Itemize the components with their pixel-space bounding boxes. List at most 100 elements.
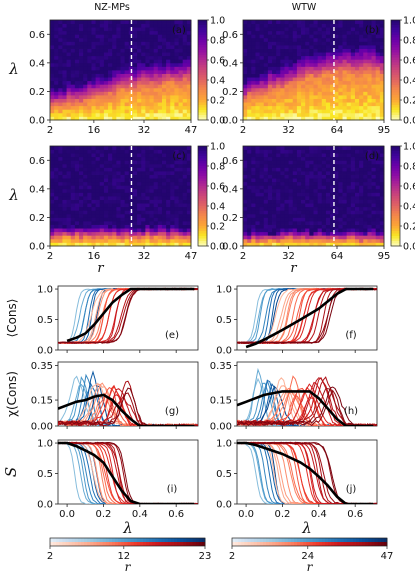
heatmap-cell <box>62 199 67 204</box>
heatmap-cell <box>153 178 159 183</box>
heatmap-cell <box>74 112 80 117</box>
colorbar-step <box>198 82 207 86</box>
heatmap-cell <box>128 206 134 211</box>
heatmap-cell <box>321 80 327 85</box>
heatmap-cell <box>263 112 269 117</box>
heatmap-cell <box>170 73 175 78</box>
heatmap-cell <box>330 242 335 247</box>
heatmap-cell <box>276 228 281 233</box>
heatmap-cell <box>124 23 130 28</box>
heatmap-cell <box>276 105 281 110</box>
heatmap-cell <box>305 146 310 150</box>
heatmap-cell <box>174 73 179 78</box>
heatmap-cell <box>334 45 339 49</box>
colorbar-b <box>390 19 402 121</box>
heatmap-cell <box>112 231 117 236</box>
heatmap-cell <box>247 146 252 150</box>
heatmap-cell <box>166 84 171 89</box>
heatmap-cell <box>263 52 269 57</box>
heatmap-cell <box>91 84 97 89</box>
heatmap-cell <box>296 238 302 243</box>
heatmap-cell <box>74 34 80 39</box>
colorbar-step <box>183 542 187 546</box>
heatmap-cell <box>149 188 155 193</box>
heatmap-cell <box>301 213 306 218</box>
heatmap-cell <box>342 98 348 103</box>
heatmap-cell <box>137 70 142 74</box>
colorbar-step <box>349 538 354 542</box>
heatmap-cell <box>346 196 352 200</box>
heatmap-cell <box>153 55 159 60</box>
heatmap-cell <box>313 242 319 247</box>
heatmap-cell <box>247 231 252 236</box>
heatmap-cell <box>70 55 76 60</box>
heatmap-cell <box>367 185 372 190</box>
colorbar-step <box>112 542 116 546</box>
heatmap-cell <box>354 171 360 175</box>
heatmap-cell <box>267 62 273 67</box>
heatmap-cell <box>62 160 67 165</box>
heatmap-cell <box>267 109 273 114</box>
heatmap-cell <box>50 224 55 229</box>
heatmap-cell <box>108 217 113 222</box>
heatmap-cell <box>363 153 368 158</box>
heatmap-cell <box>243 206 248 211</box>
plot-frame <box>242 145 385 247</box>
heatmap-cell <box>128 52 134 57</box>
heatmap-cell <box>124 221 130 225</box>
heatmap-cell <box>309 87 314 92</box>
heatmap-cell <box>243 181 248 186</box>
heatmap-cell <box>305 30 310 35</box>
heatmap-cell <box>157 112 163 117</box>
heatmap-cell <box>379 87 385 92</box>
heatmap-cell <box>330 153 335 158</box>
heatmap-cell <box>157 149 163 154</box>
heatmap-cell <box>292 34 298 39</box>
heatmap-cell <box>95 59 101 64</box>
heatmap-cell <box>99 91 105 96</box>
heatmap-cell <box>137 217 142 222</box>
heatmap-cell <box>153 84 159 89</box>
heatmap-cell <box>149 87 155 92</box>
heatmap-cell <box>99 109 105 114</box>
heatmap-cell <box>367 231 372 236</box>
heatmap-cell <box>284 73 290 78</box>
heatmap-cell <box>359 77 364 82</box>
heatmap-cell <box>276 66 281 71</box>
heatmap-cell <box>284 153 290 158</box>
heatmap-cell <box>259 199 265 204</box>
heatmap-cell <box>296 224 302 229</box>
heatmap-cell <box>280 153 285 158</box>
heatmap-cell <box>354 27 360 32</box>
x-tick-label: 95 <box>378 125 391 136</box>
heatmap-cell <box>79 146 84 150</box>
heatmap-cell <box>153 45 159 49</box>
heatmap-cell <box>58 181 63 186</box>
heatmap-cell <box>305 70 310 74</box>
heatmap-cell <box>379 171 385 175</box>
heatmap-cell <box>375 210 381 215</box>
heatmap-cell <box>145 80 150 85</box>
heatmap-cell <box>338 192 343 197</box>
heatmap-cell <box>367 34 372 39</box>
heatmap-cell <box>272 235 277 240</box>
heatmap-cell <box>267 77 273 82</box>
heatmap-cell <box>66 228 72 233</box>
heatmap-cell <box>186 37 192 42</box>
colorbar-step <box>391 218 400 222</box>
heatmap-cell <box>325 203 331 208</box>
heatmap-cell <box>128 73 134 78</box>
heatmap-cell <box>95 48 101 53</box>
colorbar-step <box>198 40 207 43</box>
heatmap-cell <box>124 77 130 82</box>
heatmap-cell <box>272 188 277 193</box>
heatmap-cell <box>54 171 59 175</box>
heatmap-cell <box>174 153 179 158</box>
heatmap-cell <box>157 196 163 200</box>
heatmap-cell <box>161 224 167 229</box>
heatmap-cell <box>166 55 171 60</box>
heatmap-cell <box>170 34 175 39</box>
heatmap-cell <box>120 52 126 57</box>
heatmap-cell <box>99 41 105 46</box>
